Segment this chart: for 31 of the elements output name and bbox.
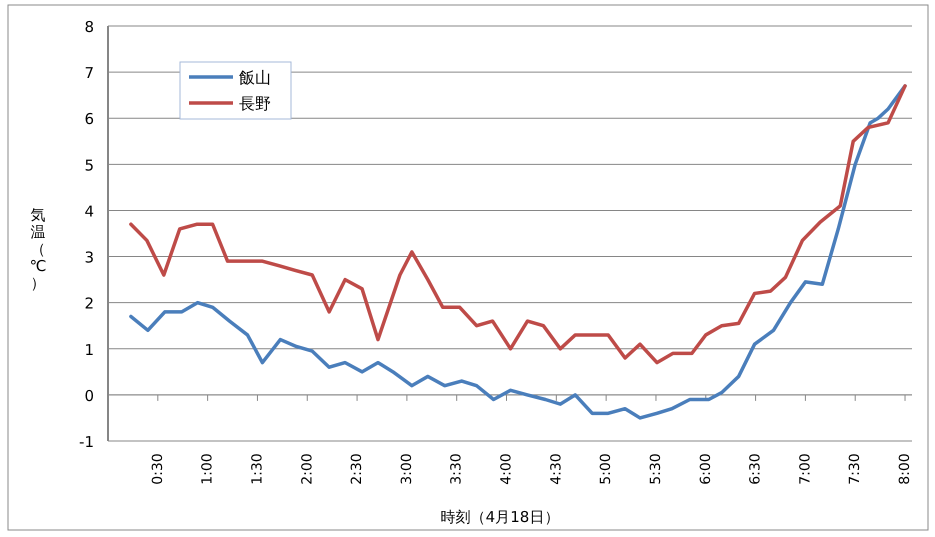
x-tick-label: 6:30 — [748, 453, 764, 485]
x-tick-label: 5:00 — [598, 453, 614, 485]
y-axis-title: 気温（℃） — [30, 206, 46, 292]
x-tick-label: 6:00 — [698, 453, 714, 485]
legend-label: 長野 — [239, 94, 271, 113]
y-tick-label: -1 — [79, 433, 94, 451]
x-tick-label: 1:30 — [249, 453, 266, 485]
y-tick-label: 4 — [84, 202, 94, 220]
line-series — [129, 84, 907, 364]
y-tick-label: 1 — [84, 340, 94, 359]
y-tick-label: 7 — [84, 64, 94, 82]
x-tick-label: 3:00 — [398, 453, 415, 485]
y-tick-label: 5 — [84, 156, 94, 174]
x-tick-label: 2:30 — [349, 453, 366, 485]
x-tick-label: 8:00 — [897, 453, 914, 485]
x-tick-label: 7:00 — [797, 453, 814, 485]
x-tick-label: 4:00 — [498, 453, 515, 485]
y-tick-label: 0 — [84, 386, 94, 405]
x-tick-label: 1:00 — [200, 453, 216, 485]
y-tick-label: 3 — [84, 248, 94, 267]
x-tick-label: 5:30 — [648, 453, 664, 485]
x-tick-label: 3:30 — [448, 453, 465, 485]
legend-label: 飯山 — [239, 68, 271, 87]
y-tick-label: 6 — [84, 110, 94, 128]
x-tick-label: 2:00 — [299, 453, 316, 485]
x-tick-label: 7:30 — [847, 453, 864, 485]
x-tick-label: 4:30 — [548, 453, 564, 485]
x-tick-label: 0:30 — [150, 453, 166, 485]
x-axis-title: 時刻（4月18日） — [440, 508, 560, 526]
y-tick-label: 8 — [84, 18, 94, 36]
y-tick-label: 2 — [84, 294, 94, 313]
